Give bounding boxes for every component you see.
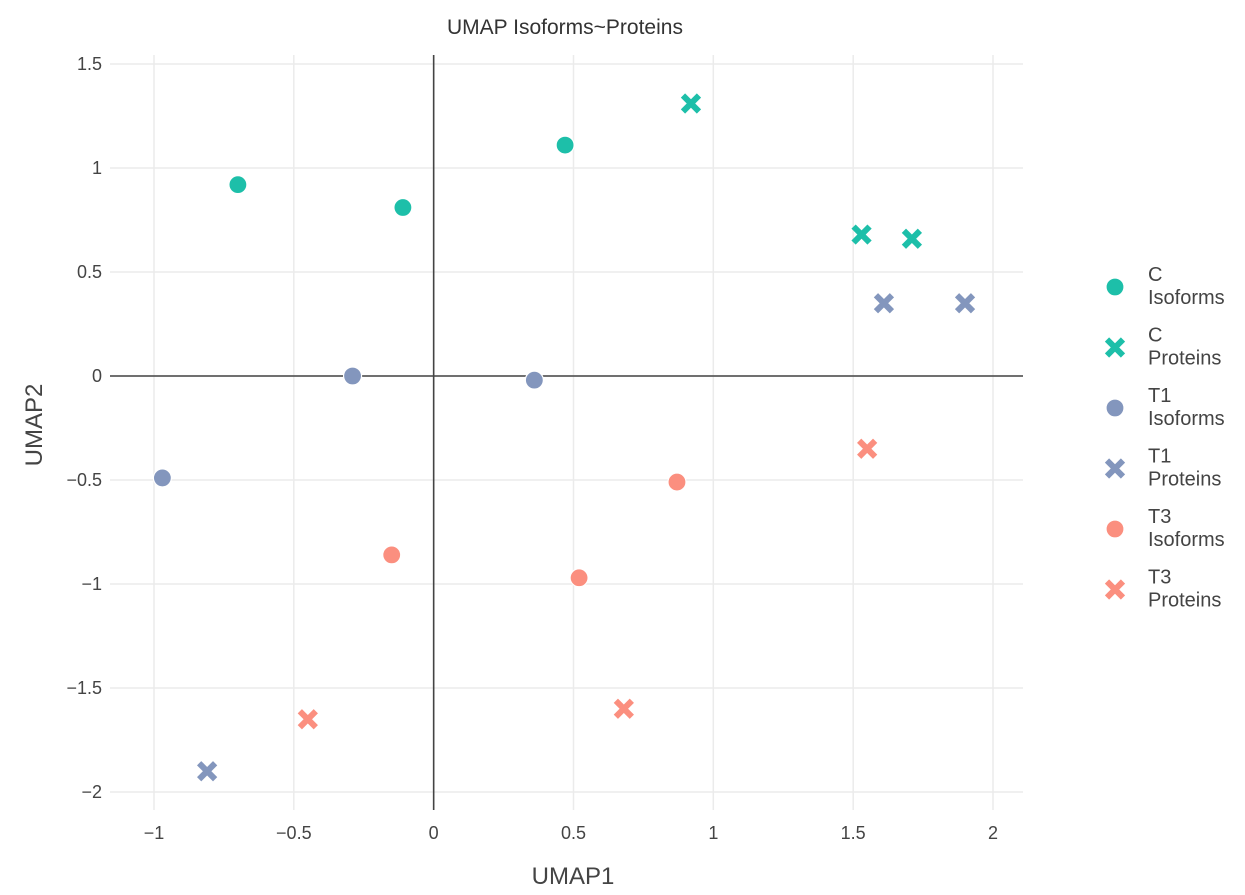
y-tick-label: −1.5 — [66, 678, 102, 698]
legend-label: Isoforms — [1148, 287, 1225, 309]
y-tick-label: 1.5 — [77, 54, 102, 74]
y-tick-label: 0 — [92, 366, 102, 386]
data-point-x — [680, 93, 702, 114]
x-tick-label: 2 — [988, 823, 998, 843]
data-point-x — [851, 224, 872, 245]
data-point-x — [857, 438, 878, 459]
chart-title: UMAP Isoforms~Proteins — [447, 16, 683, 39]
data-point-circle — [342, 366, 363, 386]
x-axis-label: UMAP1 — [532, 863, 615, 890]
data-point-x — [297, 709, 318, 730]
y-tick-label: −2 — [81, 782, 102, 802]
y-tick-label: 0.5 — [77, 262, 102, 282]
legend-label: T3 — [1148, 567, 1171, 589]
grid-layer — [110, 55, 1023, 810]
legend-circle-marker — [1105, 398, 1125, 418]
legend-label: Proteins — [1148, 590, 1221, 612]
legend-x-marker — [1104, 337, 1126, 358]
legend-label: T1 — [1148, 385, 1171, 407]
y-tick-label: −0.5 — [66, 470, 102, 490]
legend-label: C — [1148, 325, 1162, 347]
legend[interactable]: CIsoformsCProteinsT1IsoformsT1ProteinsT3… — [1104, 264, 1225, 612]
x-tick-label: 1.5 — [841, 823, 866, 843]
data-point-x — [197, 761, 218, 782]
data-points — [152, 93, 976, 782]
y-tick-label: 1 — [92, 158, 102, 178]
legend-label: T3 — [1148, 506, 1171, 528]
legend-label: Proteins — [1148, 469, 1221, 491]
data-point-circle — [393, 197, 413, 218]
data-point-x — [873, 293, 895, 314]
zero-axis-lines — [110, 55, 1023, 810]
legend-x-marker — [1104, 579, 1126, 600]
data-point-circle — [555, 135, 575, 155]
data-point-circle — [228, 175, 248, 195]
legend-circle-marker — [1105, 277, 1125, 297]
legend-circle-marker — [1105, 519, 1125, 539]
legend-x-marker — [1104, 458, 1126, 479]
legend-label: Isoforms — [1148, 408, 1225, 430]
x-tick-label: −0.5 — [276, 823, 312, 843]
legend-label: Isoforms — [1148, 529, 1225, 551]
x-tick-label: −1 — [144, 823, 165, 843]
data-point-circle — [569, 568, 589, 588]
x-tick-label: 0 — [429, 823, 439, 843]
legend-label: T1 — [1148, 446, 1171, 468]
tick-labels: −1 −0.5 0 0.5 1 1.5 2 −2 −1.5 −1 −0.5 0 0.5 1 1.5 — [66, 54, 998, 843]
data-point-x — [613, 698, 634, 719]
y-tick-label: −1 — [81, 574, 102, 594]
data-point-circle — [382, 545, 402, 565]
y-axis-label: UMAP2 — [21, 384, 48, 467]
data-point-x — [901, 228, 923, 249]
data-point-x — [954, 293, 976, 314]
x-tick-label: 1 — [708, 823, 718, 843]
legend-label: Proteins — [1148, 348, 1221, 370]
data-point-circle — [524, 370, 544, 390]
data-point-circle — [667, 472, 687, 492]
data-point-circle — [152, 468, 172, 488]
x-tick-label: 0.5 — [561, 823, 586, 843]
legend-label: C — [1148, 264, 1162, 286]
